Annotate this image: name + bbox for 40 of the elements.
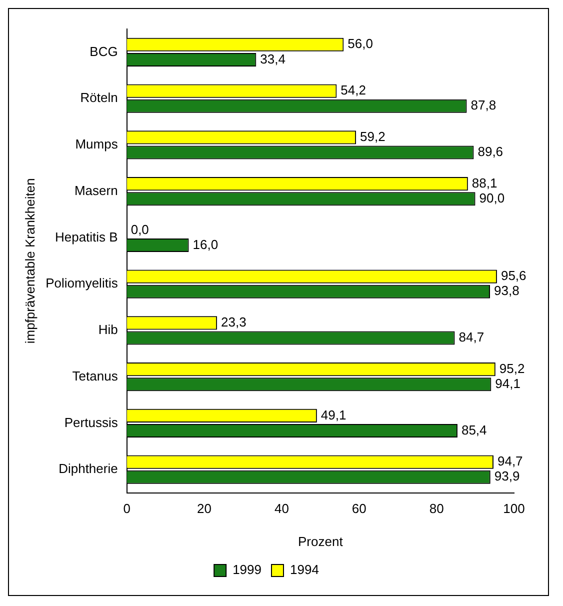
y-tick-label: Poliomyelitis [46, 276, 118, 291]
data-label: 16,0 [192, 236, 218, 252]
y-tick-label: Hib [98, 322, 118, 338]
data-label: 94,1 [495, 376, 520, 391]
y-tick-label: BCG [90, 44, 118, 59]
data-label: 56,0 [348, 36, 373, 52]
y-axis-title: impfpräventable Krankheiten [22, 178, 38, 344]
y-tick-label: Tetanus [72, 368, 118, 384]
data-label: 59,2 [360, 128, 386, 144]
data-label: 54,2 [340, 82, 366, 98]
y-tick-label: Diphtherie [58, 461, 118, 476]
x-tick-label: 0 [123, 501, 130, 516]
data-label: 49,1 [320, 407, 346, 422]
x-tick-label: 60 [352, 501, 366, 516]
data-label: 0,0 [130, 222, 149, 237]
data-label: 84,7 [458, 330, 484, 345]
legend-label: 1994 [290, 562, 319, 578]
data-label: 90,0 [479, 190, 505, 206]
data-label: 93,9 [494, 468, 520, 484]
y-tick-label: Röteln [80, 90, 118, 106]
data-label: 95,6 [500, 268, 526, 284]
data-label: 94,7 [497, 454, 523, 469]
y-tick-label: Masern [74, 182, 118, 198]
data-label: 85,4 [461, 422, 487, 438]
y-tick-label: Hepatitis B [54, 229, 118, 244]
x-tick-label: 20 [197, 501, 212, 516]
data-label: 87,8 [470, 98, 496, 113]
x-tick-label: 80 [429, 501, 444, 516]
x-tick-label: 40 [274, 501, 289, 516]
y-tick-label: Pertussis [64, 414, 118, 430]
legend-label: 1999 [232, 562, 262, 578]
data-label: 93,8 [494, 283, 520, 298]
y-tick-label: Mumps [75, 136, 118, 152]
data-label: 33,4 [260, 51, 286, 66]
data-label: 89,6 [478, 144, 504, 160]
data-label: 88,1 [472, 175, 498, 190]
data-label: 95,2 [499, 360, 525, 376]
x-axis-title: Prozent [298, 534, 344, 549]
x-tick-label: 100 [503, 501, 525, 516]
data-label: 23,3 [221, 314, 246, 330]
